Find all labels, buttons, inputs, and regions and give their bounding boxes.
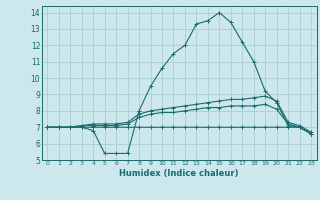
X-axis label: Humidex (Indice chaleur): Humidex (Indice chaleur) xyxy=(119,169,239,178)
